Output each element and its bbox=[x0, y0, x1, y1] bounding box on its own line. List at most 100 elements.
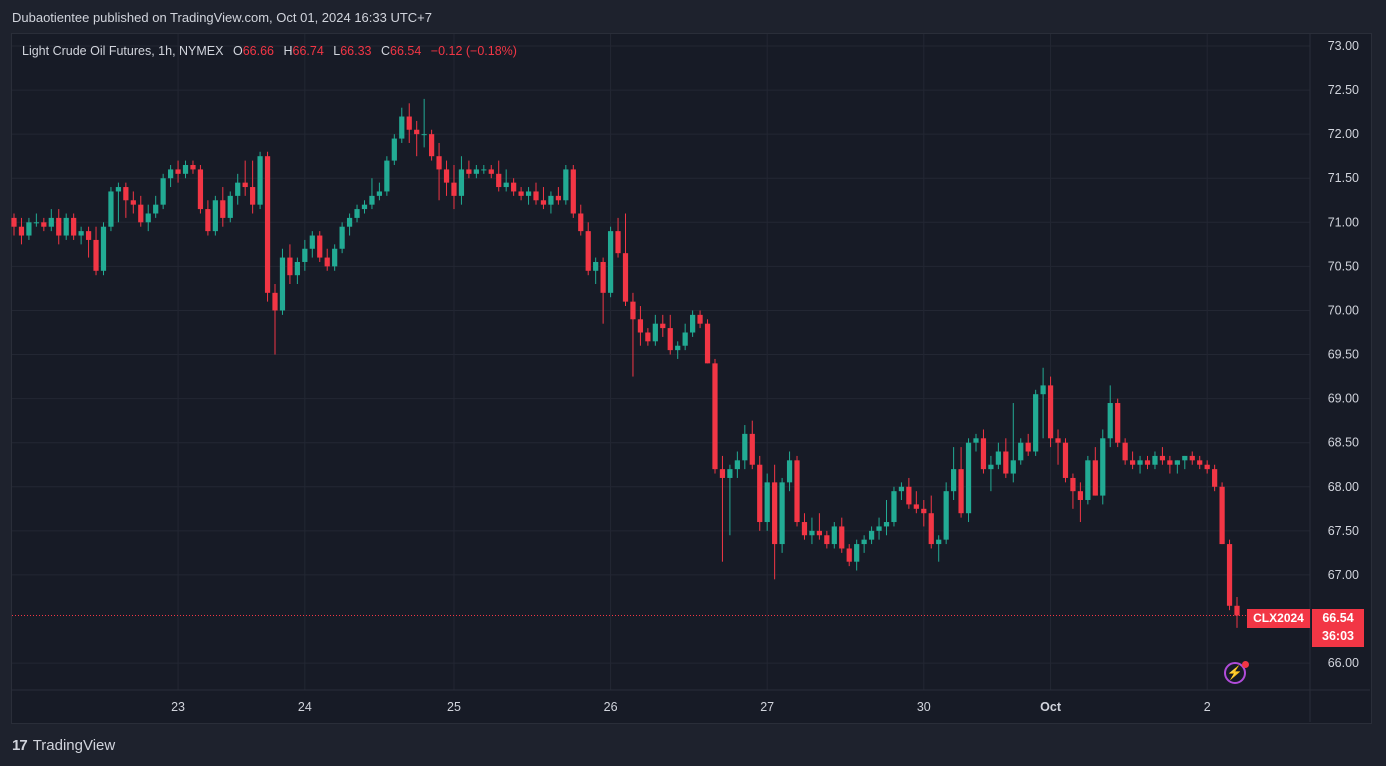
flash-icon[interactable]: ⚡ bbox=[1224, 662, 1246, 684]
price-tick-label: 67.50 bbox=[1328, 524, 1359, 538]
candle-body bbox=[868, 530, 875, 540]
symbol-tag: CLX2024 bbox=[1247, 609, 1310, 628]
candle-body bbox=[26, 222, 32, 236]
candle-body bbox=[518, 191, 524, 196]
legend-symbol: Light Crude Oil Futures, 1h, NYMEX bbox=[22, 44, 224, 58]
candle-body bbox=[645, 332, 651, 342]
candle-body bbox=[235, 182, 241, 196]
candle-body bbox=[361, 204, 368, 210]
candle-body bbox=[1219, 486, 1225, 545]
time-tick-label: 27 bbox=[760, 700, 774, 714]
candle-body bbox=[1070, 477, 1076, 492]
candle-body bbox=[600, 261, 606, 293]
candle-body bbox=[921, 508, 927, 514]
candle-body bbox=[1212, 469, 1218, 487]
candle-body bbox=[831, 526, 837, 545]
candle-body bbox=[190, 165, 196, 170]
candle-body bbox=[682, 332, 688, 346]
last-price-tag: 66.54 36:03 bbox=[1312, 609, 1364, 647]
candle-body bbox=[533, 191, 539, 201]
candle-body bbox=[690, 314, 696, 333]
candle-body bbox=[399, 116, 405, 139]
candle-body bbox=[749, 433, 755, 465]
candle-body bbox=[317, 235, 323, 258]
candle-body bbox=[167, 169, 174, 179]
candle-body bbox=[346, 217, 353, 227]
candle-body bbox=[809, 530, 815, 536]
candle-body bbox=[660, 323, 666, 329]
candle-body bbox=[481, 169, 487, 171]
candle-body bbox=[496, 173, 502, 188]
candle-body bbox=[250, 187, 256, 205]
candle-body bbox=[1062, 442, 1069, 478]
candle-body bbox=[772, 482, 778, 545]
time-tick-label: 25 bbox=[447, 700, 461, 714]
candle-body bbox=[1204, 464, 1210, 470]
legend: Light Crude Oil Futures, 1h, NYMEX O66.6… bbox=[22, 44, 517, 58]
price-axis[interactable]: 73.00 72.50 72.00 71.50 71.00 70.50 70.00 69.50… bbox=[1328, 39, 1359, 670]
candle-body bbox=[1152, 455, 1158, 465]
candle-body bbox=[1055, 438, 1061, 443]
candle-body bbox=[1234, 605, 1240, 616]
tradingview-brand[interactable]: 17 TradingView bbox=[12, 737, 115, 754]
candle-body bbox=[294, 261, 300, 276]
candle-series bbox=[11, 98, 1240, 628]
candle-body bbox=[839, 526, 845, 549]
candle-body bbox=[742, 433, 748, 461]
candle-body bbox=[1189, 455, 1195, 461]
candle-body bbox=[697, 314, 703, 324]
candle-body bbox=[1129, 460, 1136, 465]
price-tick-label: 72.00 bbox=[1328, 127, 1359, 141]
legend-close-label: C bbox=[380, 44, 391, 58]
price-tick-label: 67.00 bbox=[1328, 568, 1359, 582]
candle-body bbox=[406, 116, 412, 130]
candle-body bbox=[928, 513, 934, 545]
candle-body bbox=[854, 544, 860, 562]
candle-body bbox=[570, 169, 576, 214]
candle-body bbox=[123, 187, 129, 201]
candle-body bbox=[339, 226, 345, 249]
time-axis[interactable]: 23 24 25 26 27 30 Oct 2 bbox=[171, 700, 1211, 714]
price-tick-label: 66.00 bbox=[1328, 656, 1359, 670]
candle-body bbox=[1085, 460, 1091, 500]
candle-body bbox=[1107, 403, 1113, 439]
candle-body bbox=[1040, 385, 1046, 395]
legend-high-label: H bbox=[283, 44, 293, 58]
bar-countdown: 36:03 bbox=[1322, 629, 1354, 643]
candle-body bbox=[1003, 451, 1009, 474]
candle-body bbox=[548, 195, 554, 205]
candle-body bbox=[779, 482, 785, 545]
candle-body bbox=[1010, 460, 1016, 474]
candle-body bbox=[951, 469, 957, 492]
candle-body bbox=[1025, 442, 1031, 452]
candle-body bbox=[667, 328, 673, 351]
candle-body bbox=[376, 191, 383, 196]
candle-body bbox=[540, 200, 547, 205]
candle-body bbox=[71, 217, 77, 236]
candle-body bbox=[1182, 455, 1188, 461]
candle-body bbox=[712, 363, 718, 470]
candle-body bbox=[630, 301, 636, 320]
candle-body bbox=[563, 169, 569, 201]
legend-open-label: O bbox=[232, 44, 243, 58]
candle-body bbox=[980, 438, 987, 470]
candle-body bbox=[801, 522, 808, 536]
candle-body bbox=[503, 182, 509, 188]
candle-body bbox=[488, 169, 494, 174]
candle-body bbox=[175, 169, 181, 174]
price-tick-label: 68.00 bbox=[1328, 480, 1359, 494]
candle-body bbox=[302, 248, 308, 262]
candle-body bbox=[332, 248, 338, 267]
time-tick-label: 23 bbox=[171, 700, 185, 714]
candle-body bbox=[622, 253, 629, 302]
candle-body bbox=[846, 548, 852, 562]
candle-body bbox=[1122, 442, 1128, 461]
chart-frame[interactable] bbox=[11, 33, 1372, 724]
candle-body bbox=[264, 156, 271, 293]
brand-name: TradingView bbox=[32, 737, 116, 754]
candle-body bbox=[108, 191, 114, 227]
candle-body bbox=[1174, 460, 1180, 465]
candle-body bbox=[704, 323, 711, 364]
candle-body bbox=[973, 438, 979, 443]
